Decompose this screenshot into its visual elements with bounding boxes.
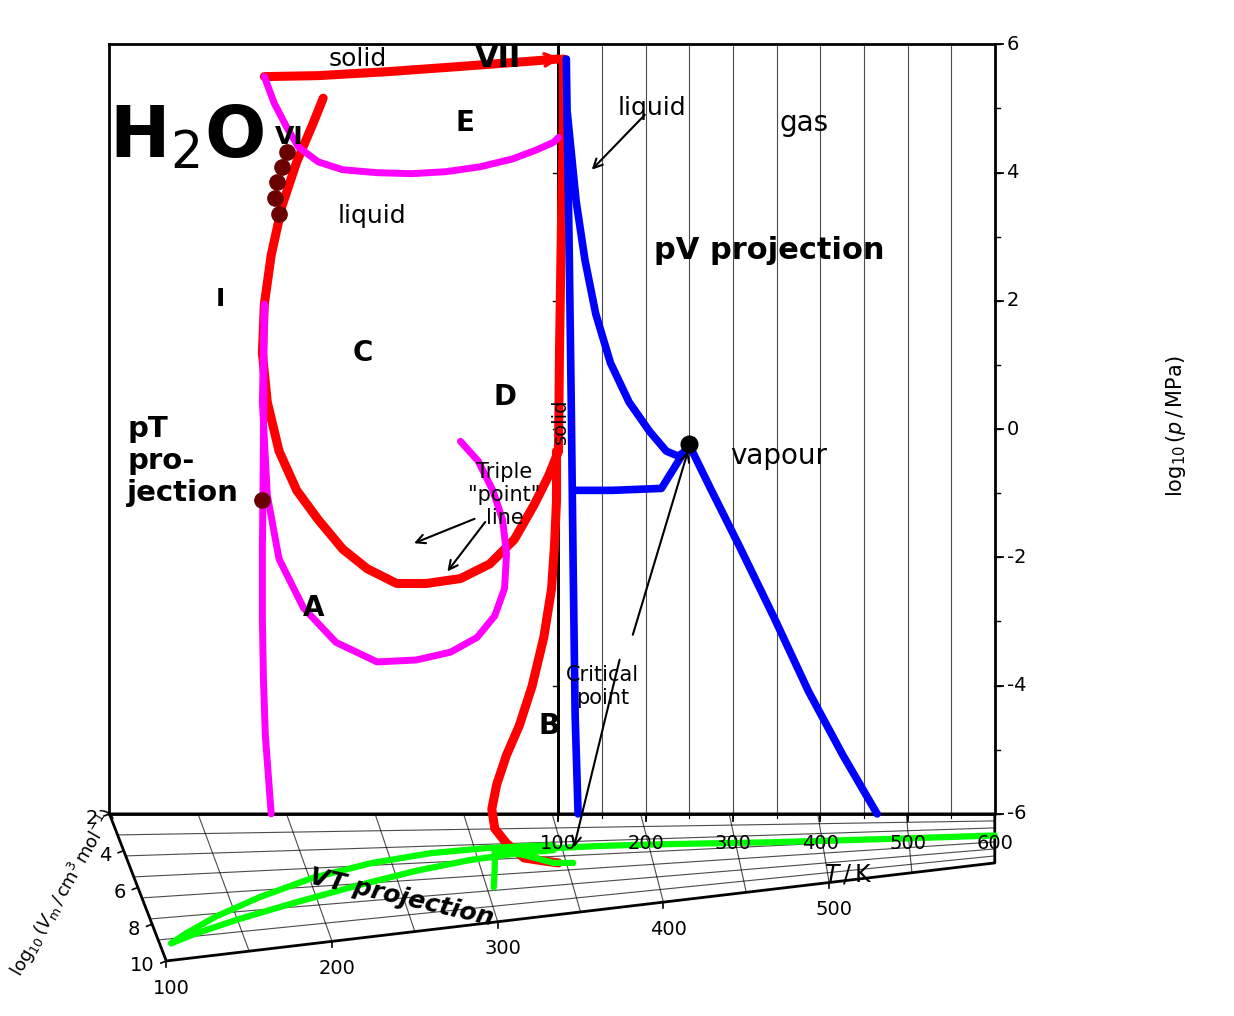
Text: 100: 100 <box>540 833 578 852</box>
Text: D: D <box>494 383 516 411</box>
Text: solid: solid <box>328 47 386 71</box>
Text: 200: 200 <box>318 959 355 978</box>
Text: 10: 10 <box>130 956 154 975</box>
Text: 2: 2 <box>1007 292 1019 310</box>
Text: $\log_{10}(V_{\mathrm{m}}\,/\,\mathrm{cm}^3\,\mathrm{mol}^{-1})$: $\log_{10}(V_{\mathrm{m}}\,/\,\mathrm{cm… <box>5 804 121 980</box>
Text: E: E <box>455 109 475 137</box>
Text: -2: -2 <box>1007 548 1025 567</box>
Text: 200: 200 <box>627 833 664 852</box>
Text: A: A <box>302 594 325 622</box>
Text: liquid: liquid <box>617 96 686 120</box>
Text: liquid: liquid <box>338 204 406 228</box>
Text: 500: 500 <box>816 900 853 919</box>
Text: 400: 400 <box>650 919 687 939</box>
Text: pV projection: pV projection <box>654 236 885 264</box>
Text: C: C <box>352 339 373 367</box>
Text: VI: VI <box>274 125 304 149</box>
Text: 0: 0 <box>1007 420 1019 439</box>
Text: 600: 600 <box>976 833 1013 852</box>
Text: pT
pro-
jection: pT pro- jection <box>127 415 239 507</box>
Text: vapour: vapour <box>731 442 828 470</box>
Text: I: I <box>216 288 225 311</box>
Text: -4: -4 <box>1007 676 1025 695</box>
Text: 100: 100 <box>153 978 190 998</box>
Text: gas: gas <box>779 109 828 137</box>
Text: 8: 8 <box>128 919 141 939</box>
Text: $T\,/\,\mathrm{K}$: $T\,/\,\mathrm{K}$ <box>823 863 871 887</box>
Text: 300: 300 <box>484 940 521 958</box>
Text: solid: solid <box>550 399 570 444</box>
Text: VT projection: VT projection <box>307 865 496 930</box>
Text: 6: 6 <box>114 883 126 902</box>
Text: Triple
"point"
line: Triple "point" line <box>469 462 540 528</box>
Text: VII: VII <box>475 45 521 73</box>
Text: $\log_{10}(p\,/\,\mathrm{MPa})$: $\log_{10}(p\,/\,\mathrm{MPa})$ <box>1164 356 1188 498</box>
Text: 4: 4 <box>100 846 112 865</box>
Text: 300: 300 <box>714 833 752 852</box>
Text: 500: 500 <box>888 833 926 852</box>
Text: H$_2$O: H$_2$O <box>110 103 264 172</box>
Text: -6: -6 <box>1007 805 1025 823</box>
Text: B: B <box>538 711 559 740</box>
Text: Critical
point: Critical point <box>566 664 639 708</box>
Text: 4: 4 <box>1007 163 1019 182</box>
Text: 2: 2 <box>85 810 97 828</box>
Text: 400: 400 <box>802 833 839 852</box>
Text: 6: 6 <box>1007 35 1019 54</box>
